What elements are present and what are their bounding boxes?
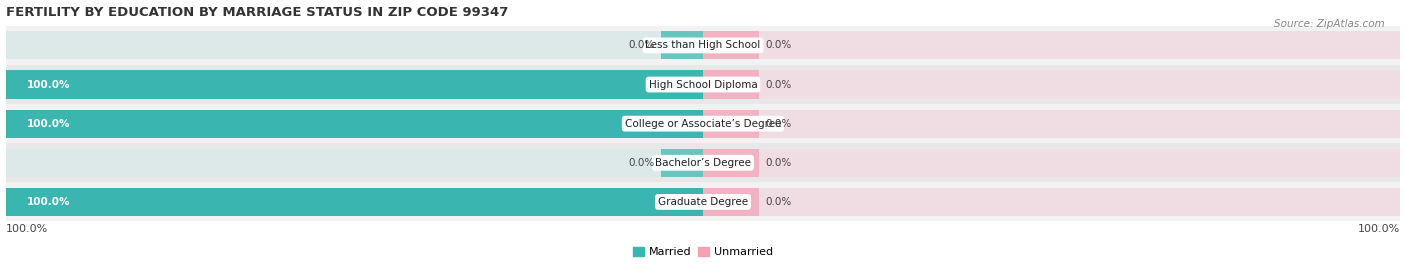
- Bar: [6, 188, 703, 216]
- Bar: [703, 70, 1400, 99]
- Bar: [6, 104, 1400, 143]
- Text: 100.0%: 100.0%: [27, 80, 70, 90]
- Text: 0.0%: 0.0%: [766, 80, 792, 90]
- Text: 100.0%: 100.0%: [1358, 224, 1400, 234]
- Text: High School Diploma: High School Diploma: [648, 80, 758, 90]
- Text: 100.0%: 100.0%: [27, 197, 70, 207]
- Bar: [703, 188, 759, 216]
- Bar: [703, 31, 759, 59]
- Text: Bachelor’s Degree: Bachelor’s Degree: [655, 158, 751, 168]
- Text: 100.0%: 100.0%: [27, 119, 70, 129]
- Bar: [703, 109, 759, 138]
- Bar: [6, 31, 703, 59]
- Bar: [6, 143, 1400, 182]
- Bar: [703, 31, 1400, 59]
- Text: 0.0%: 0.0%: [766, 40, 792, 50]
- Bar: [703, 109, 1400, 138]
- Bar: [6, 149, 703, 177]
- Text: Graduate Degree: Graduate Degree: [658, 197, 748, 207]
- Bar: [6, 70, 703, 99]
- Bar: [6, 109, 703, 138]
- Bar: [6, 188, 703, 216]
- Bar: [661, 149, 703, 177]
- Bar: [6, 65, 1400, 104]
- Text: 0.0%: 0.0%: [766, 197, 792, 207]
- Bar: [6, 70, 703, 99]
- Text: 100.0%: 100.0%: [6, 224, 48, 234]
- Bar: [703, 149, 1400, 177]
- Bar: [703, 188, 1400, 216]
- Bar: [6, 109, 703, 138]
- Text: 0.0%: 0.0%: [628, 158, 654, 168]
- Text: 0.0%: 0.0%: [766, 119, 792, 129]
- Text: Less than High School: Less than High School: [645, 40, 761, 50]
- Text: 0.0%: 0.0%: [628, 40, 654, 50]
- Text: Source: ZipAtlas.com: Source: ZipAtlas.com: [1274, 19, 1385, 29]
- Text: College or Associate’s Degree: College or Associate’s Degree: [624, 119, 782, 129]
- Bar: [703, 70, 759, 99]
- Bar: [6, 182, 1400, 221]
- Text: 0.0%: 0.0%: [766, 158, 792, 168]
- Bar: [703, 149, 759, 177]
- Bar: [661, 31, 703, 59]
- Text: FERTILITY BY EDUCATION BY MARRIAGE STATUS IN ZIP CODE 99347: FERTILITY BY EDUCATION BY MARRIAGE STATU…: [6, 6, 508, 19]
- Bar: [6, 26, 1400, 65]
- Legend: Married, Unmarried: Married, Unmarried: [628, 242, 778, 262]
